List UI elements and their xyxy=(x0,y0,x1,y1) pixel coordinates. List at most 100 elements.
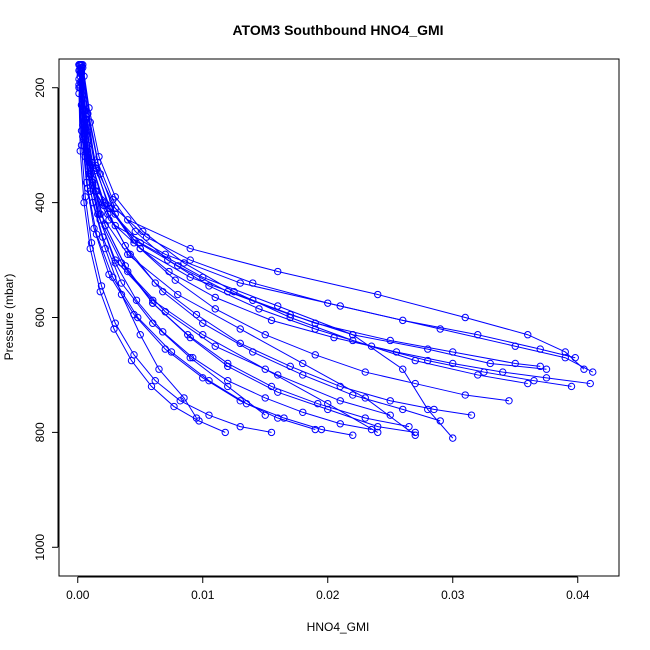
chart-title: ATOM3 Southbound HNO4_GMI xyxy=(232,22,443,38)
data-point xyxy=(124,216,132,224)
series-15 xyxy=(75,81,357,439)
y-tick-label: 1000 xyxy=(33,534,47,561)
series-line xyxy=(81,67,572,387)
data-point xyxy=(111,193,119,201)
series-line xyxy=(81,70,576,359)
data-point xyxy=(361,368,369,376)
data-point xyxy=(159,328,167,336)
data-point xyxy=(349,391,357,399)
x-tick-label: 0.03 xyxy=(441,588,465,602)
series-line xyxy=(79,81,410,428)
series-line xyxy=(79,64,441,422)
data-point xyxy=(127,356,136,365)
data-point xyxy=(126,250,134,259)
data-point xyxy=(436,325,444,333)
series-line xyxy=(81,64,454,439)
data-point xyxy=(174,262,182,270)
data-point xyxy=(184,331,192,339)
data-point xyxy=(236,397,244,405)
series-line xyxy=(78,87,272,433)
data-point xyxy=(411,428,419,437)
data-point xyxy=(174,290,182,299)
data-point xyxy=(286,362,294,371)
data-point xyxy=(96,287,104,296)
data-point xyxy=(311,351,319,359)
data-point xyxy=(132,296,141,304)
data-point xyxy=(467,411,476,419)
series-line xyxy=(79,70,541,367)
data-point xyxy=(151,279,159,287)
series-14 xyxy=(77,66,579,362)
series-line xyxy=(78,93,226,433)
data-point xyxy=(131,227,139,236)
series-line xyxy=(78,84,353,436)
data-point xyxy=(405,422,413,431)
data-point xyxy=(236,422,244,431)
data-point xyxy=(261,394,269,402)
data-point xyxy=(136,244,144,253)
series-5 xyxy=(75,61,382,437)
data-point xyxy=(189,354,197,362)
x-axis-label: HNO4_GMI xyxy=(307,620,370,634)
series-18 xyxy=(75,84,276,437)
data-point xyxy=(167,348,176,356)
data-point xyxy=(195,417,203,425)
data-point xyxy=(81,129,89,138)
data-point xyxy=(542,374,551,382)
plot-frame xyxy=(58,58,620,577)
data-point xyxy=(567,382,576,391)
data-point xyxy=(399,405,407,414)
data-point xyxy=(461,391,469,399)
data-point xyxy=(224,359,232,368)
data-point xyxy=(236,339,244,348)
series-line xyxy=(81,73,591,385)
data-point xyxy=(474,371,482,379)
data-point xyxy=(274,267,282,276)
data-point xyxy=(236,279,244,287)
data-point xyxy=(324,299,332,307)
x-tick-label: 0.01 xyxy=(191,588,215,602)
data-point xyxy=(474,331,482,339)
data-point xyxy=(121,262,129,270)
plot-area xyxy=(75,61,597,442)
data-point xyxy=(530,376,538,385)
series-23 xyxy=(77,69,594,388)
data-point xyxy=(221,428,229,437)
data-point xyxy=(186,256,194,264)
data-point xyxy=(165,267,173,276)
series-16 xyxy=(76,61,476,419)
data-point xyxy=(411,356,419,365)
data-point xyxy=(79,61,87,69)
data-point xyxy=(349,336,357,345)
data-point xyxy=(267,382,276,391)
data-point xyxy=(336,420,344,428)
series-10 xyxy=(76,69,419,437)
data-point xyxy=(449,359,457,368)
data-point xyxy=(386,411,394,419)
data-point xyxy=(211,305,219,313)
data-point xyxy=(349,331,357,339)
series-line xyxy=(83,76,510,402)
data-point xyxy=(134,313,142,322)
data-point xyxy=(349,431,357,439)
data-point xyxy=(317,425,326,434)
y-tick-label: 400 xyxy=(33,192,47,212)
data-point xyxy=(299,408,307,416)
data-point xyxy=(76,78,84,86)
data-point xyxy=(180,259,188,267)
series-21 xyxy=(79,61,532,388)
data-point xyxy=(280,414,288,422)
data-point xyxy=(82,115,91,124)
series-line xyxy=(79,87,266,416)
series-20 xyxy=(76,66,376,434)
data-point xyxy=(561,354,569,362)
x-tick-label: 0.04 xyxy=(566,588,590,602)
data-point xyxy=(267,428,276,437)
data-point xyxy=(136,331,144,339)
data-point xyxy=(121,241,129,250)
data-point xyxy=(211,342,219,350)
data-point xyxy=(106,204,114,213)
data-point xyxy=(164,256,172,264)
series-19 xyxy=(77,63,576,391)
